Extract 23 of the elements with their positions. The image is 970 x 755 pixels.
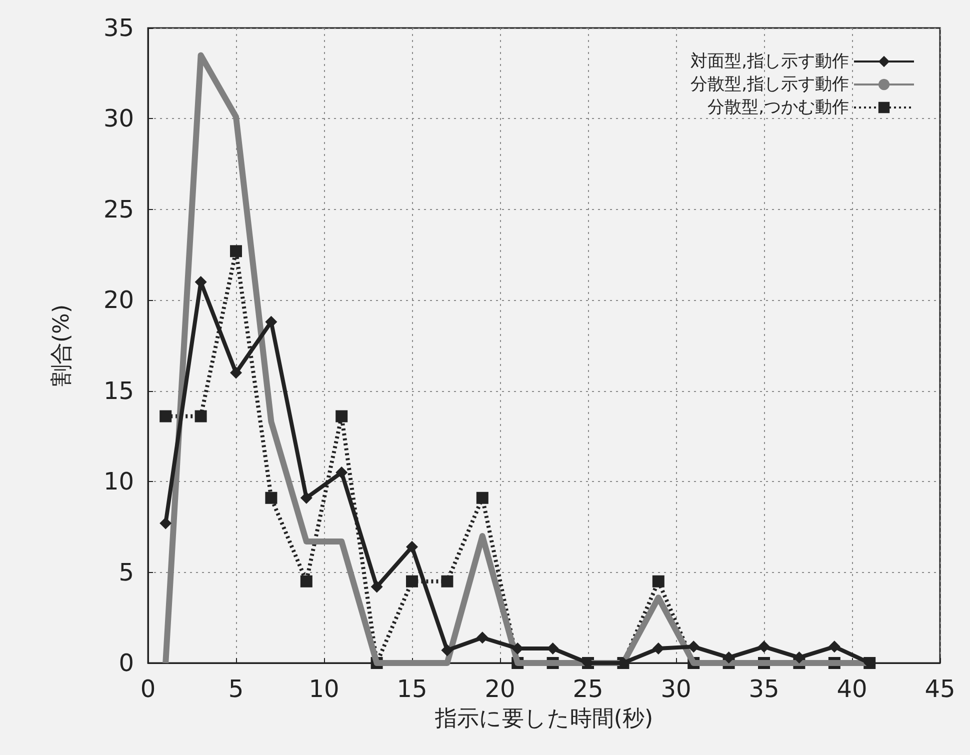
y-tick-label: 35 xyxy=(103,14,134,42)
x-tick-label: 15 xyxy=(396,675,428,703)
x-tick-label: 20 xyxy=(484,675,516,703)
x-tick-label: 5 xyxy=(228,675,244,703)
y-tick-label: 15 xyxy=(103,376,134,405)
x-tick-label: 10 xyxy=(308,675,340,703)
legend-label: 分散型,つかむ動作 xyxy=(708,98,849,118)
x-tick-label: 25 xyxy=(572,675,604,703)
y-tick-label: 20 xyxy=(103,286,134,314)
y-tick-label: 25 xyxy=(103,195,134,224)
y-tick-label: 10 xyxy=(103,468,134,496)
y-tick-label: 30 xyxy=(103,104,134,133)
y-tick-label: 5 xyxy=(118,558,134,586)
x-tick-label: 40 xyxy=(836,675,868,703)
x-axis-title: 指示に要した時間(秒) xyxy=(434,706,654,732)
y-axis-title: 割合(%) xyxy=(50,304,74,387)
legend-label: 対面型,指し示す動作 xyxy=(690,52,849,72)
x-tick-label: 45 xyxy=(924,675,956,703)
legend-label: 分散型,指し示す動作 xyxy=(690,74,849,94)
x-tick-label: 35 xyxy=(748,675,780,703)
y-tick-label: 0 xyxy=(118,649,134,677)
x-tick-label: 30 xyxy=(660,675,692,703)
x-tick-label: 0 xyxy=(140,675,156,703)
